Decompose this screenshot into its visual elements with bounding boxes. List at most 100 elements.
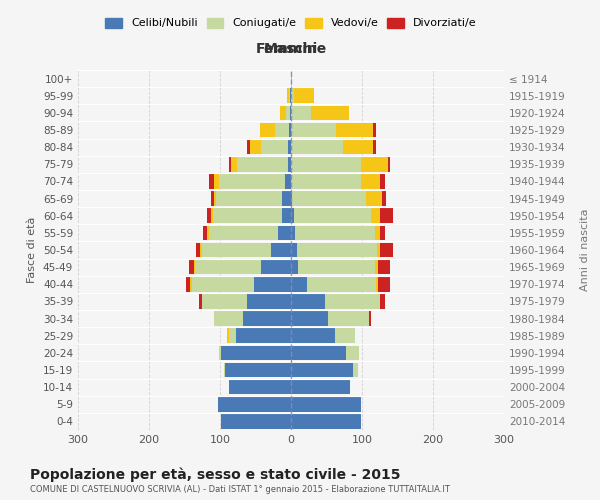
- Bar: [289, 88, 290, 103]
- Bar: [291, 122, 336, 138]
- Bar: [335, 328, 355, 343]
- Bar: [186, 277, 190, 291]
- Bar: [291, 208, 294, 223]
- Bar: [261, 140, 288, 154]
- Bar: [288, 157, 291, 172]
- Bar: [361, 174, 380, 188]
- Bar: [260, 122, 275, 138]
- Text: Popolazione per età, sesso e stato civile - 2015: Popolazione per età, sesso e stato civil…: [30, 468, 401, 482]
- Bar: [217, 192, 283, 206]
- Bar: [221, 414, 291, 428]
- Bar: [291, 397, 361, 411]
- Bar: [203, 226, 207, 240]
- Bar: [375, 260, 377, 274]
- Bar: [229, 157, 232, 172]
- Bar: [380, 174, 385, 188]
- Bar: [369, 312, 371, 326]
- Bar: [290, 106, 291, 120]
- Bar: [380, 242, 392, 258]
- Bar: [291, 72, 292, 86]
- Bar: [214, 174, 219, 188]
- Bar: [278, 226, 291, 240]
- Bar: [207, 208, 211, 223]
- Bar: [291, 380, 350, 394]
- Bar: [254, 277, 291, 291]
- Legend: Celibi/Nubili, Coniugati/e, Vedovi/e, Divorziati/e: Celibi/Nubili, Coniugati/e, Vedovi/e, Di…: [102, 14, 480, 32]
- Bar: [294, 88, 314, 103]
- Bar: [190, 277, 191, 291]
- Bar: [214, 312, 243, 326]
- Bar: [289, 122, 291, 138]
- Bar: [380, 208, 392, 223]
- Bar: [199, 294, 202, 308]
- Text: Femmine: Femmine: [256, 42, 327, 56]
- Bar: [283, 208, 291, 223]
- Bar: [291, 106, 311, 120]
- Bar: [243, 312, 291, 326]
- Bar: [291, 277, 307, 291]
- Bar: [247, 140, 250, 154]
- Bar: [211, 192, 214, 206]
- Bar: [287, 88, 289, 103]
- Bar: [307, 277, 376, 291]
- Bar: [286, 106, 290, 120]
- Bar: [365, 192, 382, 206]
- Bar: [291, 362, 353, 378]
- Bar: [353, 362, 358, 378]
- Bar: [298, 260, 375, 274]
- Bar: [361, 157, 388, 172]
- Bar: [211, 208, 213, 223]
- Bar: [291, 157, 361, 172]
- Bar: [229, 380, 291, 394]
- Bar: [346, 346, 359, 360]
- Text: Maschi: Maschi: [263, 42, 318, 56]
- Bar: [377, 260, 391, 274]
- Bar: [291, 312, 328, 326]
- Bar: [373, 140, 376, 154]
- Bar: [191, 277, 254, 291]
- Bar: [380, 226, 385, 240]
- Bar: [294, 208, 371, 223]
- Bar: [229, 328, 236, 343]
- Bar: [250, 140, 261, 154]
- Bar: [376, 226, 380, 240]
- Bar: [218, 397, 291, 411]
- Bar: [371, 208, 380, 223]
- Bar: [207, 226, 209, 240]
- Bar: [194, 260, 195, 274]
- Bar: [232, 157, 237, 172]
- Bar: [377, 277, 391, 291]
- Bar: [221, 346, 291, 360]
- Bar: [271, 242, 291, 258]
- Bar: [296, 242, 377, 258]
- Bar: [200, 242, 202, 258]
- Bar: [225, 362, 291, 378]
- Bar: [275, 122, 289, 138]
- Y-axis label: Anni di nascita: Anni di nascita: [580, 209, 589, 291]
- Bar: [388, 157, 391, 172]
- Bar: [196, 242, 200, 258]
- Bar: [280, 106, 286, 120]
- Bar: [292, 192, 365, 206]
- Bar: [291, 140, 343, 154]
- Bar: [209, 226, 278, 240]
- Bar: [336, 122, 373, 138]
- Bar: [380, 294, 385, 308]
- Bar: [376, 277, 377, 291]
- Bar: [328, 312, 369, 326]
- Bar: [291, 260, 298, 274]
- Bar: [291, 242, 296, 258]
- Bar: [291, 294, 325, 308]
- Bar: [311, 106, 349, 120]
- Bar: [218, 346, 221, 360]
- Bar: [291, 414, 361, 428]
- Bar: [288, 140, 291, 154]
- Bar: [190, 260, 194, 274]
- Bar: [195, 260, 261, 274]
- Bar: [291, 226, 295, 240]
- Bar: [283, 192, 291, 206]
- Bar: [290, 88, 291, 103]
- Bar: [377, 242, 380, 258]
- Y-axis label: Fasce di età: Fasce di età: [28, 217, 37, 283]
- Bar: [291, 192, 292, 206]
